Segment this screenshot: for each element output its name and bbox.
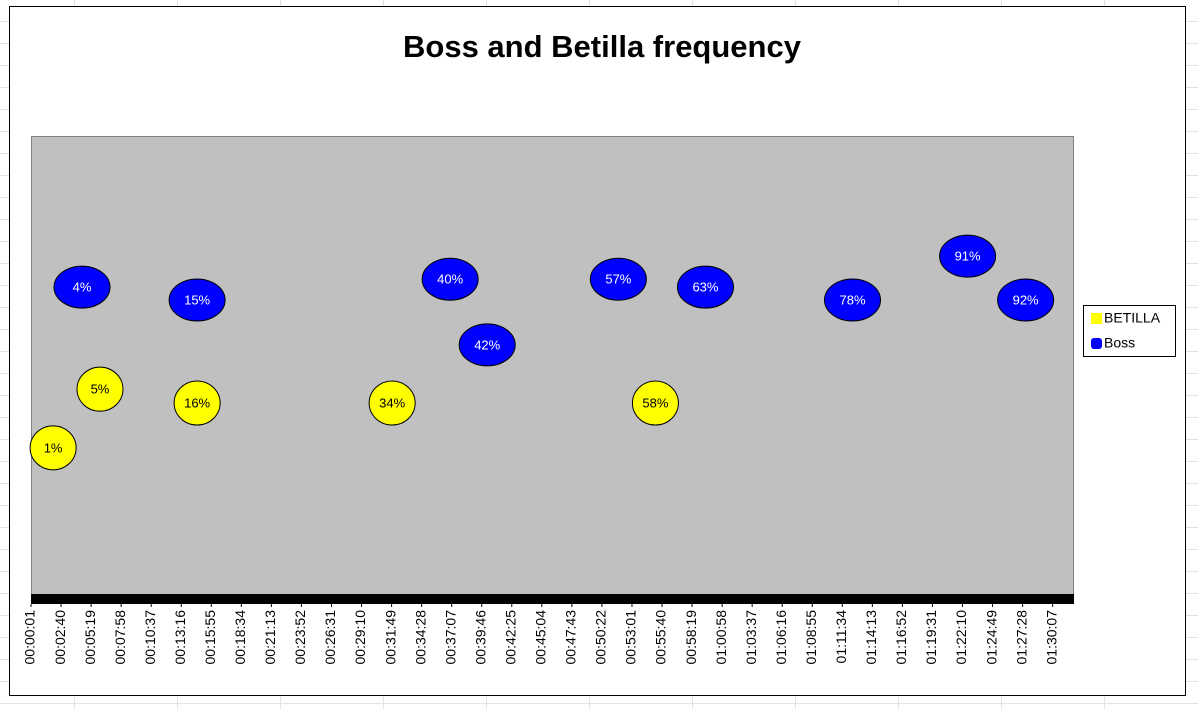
x-tick-label: 01:06:16	[773, 610, 789, 665]
bubble	[168, 278, 226, 322]
x-tick-label: 00:10:37	[142, 610, 158, 665]
x-tick-label: 00:26:31	[322, 610, 338, 665]
x-tick-label: 00:42:25	[502, 610, 518, 665]
bubble	[421, 257, 479, 301]
x-tick-label: 00:37:07	[442, 610, 458, 665]
bubble	[173, 380, 221, 426]
data-label: 91%	[955, 249, 981, 264]
x-tick-label: 00:34:28	[412, 610, 428, 665]
data-label: 63%	[692, 280, 718, 295]
x-tick-label: 00:23:52	[292, 610, 308, 665]
data-label: 42%	[474, 337, 500, 352]
data-label: 92%	[1013, 292, 1039, 307]
bubble	[29, 425, 77, 471]
chart-title: Boss and Betilla frequency	[403, 29, 802, 64]
x-tick-label: 00:58:19	[683, 610, 699, 665]
data-label: 34%	[379, 395, 405, 410]
x-tick-label: 01:16:52	[893, 610, 909, 665]
x-tick-label: 00:07:58	[112, 610, 128, 665]
data-label: 40%	[437, 272, 463, 287]
x-tick-label: 01:14:13	[863, 610, 879, 665]
legend-label: Boss	[1104, 335, 1135, 351]
bubble	[368, 380, 416, 426]
data-label: 15%	[184, 292, 210, 307]
x-tick-label: 00:13:16	[172, 610, 188, 665]
x-tick-label: 00:29:10	[352, 610, 368, 665]
x-tick-label: 01:24:49	[983, 610, 999, 665]
bubble	[458, 323, 516, 367]
x-tick-label: 00:47:43	[563, 610, 579, 665]
bubble	[997, 278, 1055, 322]
x-tick-label: 01:03:37	[743, 610, 759, 665]
x-tick-label: 01:22:10	[953, 610, 969, 665]
bubble	[589, 257, 647, 301]
legend-swatch	[1091, 338, 1102, 349]
legend-swatch	[1091, 313, 1102, 324]
x-tick-label: 01:19:31	[923, 610, 939, 665]
data-label: 4%	[73, 280, 92, 295]
data-label: 16%	[184, 395, 210, 410]
x-tick-label: 00:31:49	[382, 610, 398, 665]
data-label: 58%	[642, 395, 668, 410]
x-tick-label: 00:02:40	[52, 610, 68, 665]
bubble	[824, 278, 882, 322]
x-axis	[31, 594, 1074, 604]
bubble	[76, 366, 124, 412]
x-tick-label: 00:15:55	[202, 610, 218, 665]
x-tick-label: 01:30:07	[1043, 610, 1059, 665]
legend-label: BETILLA	[1104, 310, 1161, 326]
x-tick-label: 01:00:58	[713, 610, 729, 665]
data-label: 5%	[91, 382, 110, 397]
bubble	[939, 234, 997, 278]
x-tick-label: 00:39:46	[472, 610, 488, 665]
data-label: 78%	[839, 292, 865, 307]
x-tick-label: 01:11:34	[833, 610, 849, 664]
x-tick-label: 00:50:22	[593, 610, 609, 665]
bubble	[676, 265, 734, 309]
x-tick-label: 01:27:28	[1013, 610, 1029, 665]
x-tick-label: 00:53:01	[623, 610, 639, 665]
x-tick-label: 00:18:34	[232, 610, 248, 665]
x-tick-label: 00:00:01	[22, 610, 38, 665]
x-tick-label: 00:45:04	[533, 610, 549, 665]
x-tick-label: 00:21:13	[262, 610, 278, 665]
x-tick-label: 00:05:19	[82, 610, 98, 665]
bubble	[631, 380, 679, 426]
x-tick-label: 00:55:40	[653, 610, 669, 665]
x-tick-label: 01:08:55	[803, 610, 819, 665]
plot-area	[31, 136, 1074, 595]
data-label: 57%	[605, 272, 631, 287]
data-label: 1%	[44, 440, 63, 455]
bubble	[53, 265, 111, 309]
